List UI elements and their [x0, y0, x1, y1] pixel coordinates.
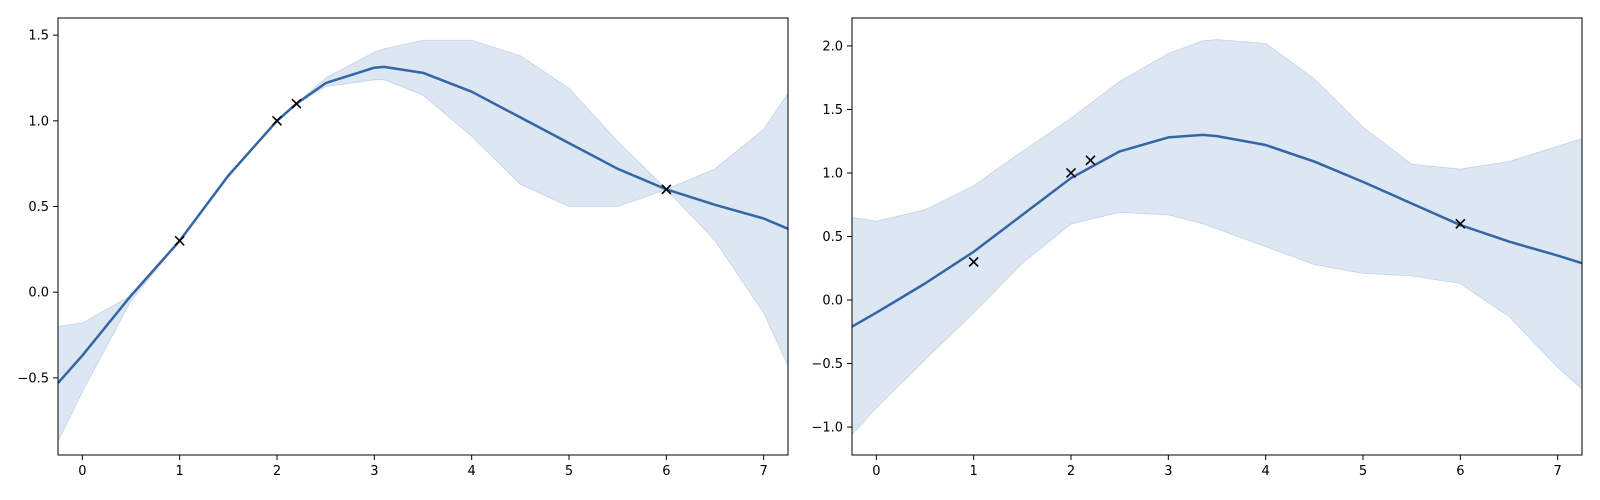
- y-tick-label: 0.5: [28, 200, 49, 215]
- chart-panel-2: 0 1 2 3 4 5 6 7 −1.0 −0.5 0.0 0.5 1.0 1.5 2.0: [811, 17, 1583, 479]
- y-tick-label: 1.0: [28, 114, 49, 129]
- mean-line: [852, 133, 1582, 328]
- x-tick-label: 1: [970, 464, 978, 479]
- y-tick-label: 1.0: [822, 166, 843, 181]
- x-tick-label: 7: [1554, 464, 1562, 479]
- confidence-band: [852, 39, 1582, 436]
- observation-point-stroke: [1065, 167, 1077, 179]
- observation-point: [661, 184, 672, 195]
- y-tick-label: −1.0: [811, 421, 843, 436]
- observation-point: [1455, 218, 1466, 229]
- x-tick-label: 3: [1164, 464, 1172, 479]
- observation-point: [291, 98, 302, 109]
- x-tick-label: 6: [662, 464, 670, 479]
- y-tick-label: 0.0: [28, 286, 49, 301]
- x-tick-label: 5: [1359, 464, 1367, 479]
- x-tick-label: 0: [872, 464, 880, 479]
- observation-point: [968, 256, 979, 267]
- y-tick-label: 1.5: [28, 29, 49, 44]
- observation-point-stroke: [174, 235, 185, 246]
- x-tick-label: 4: [468, 464, 476, 479]
- chart-panel-1: 0 1 2 3 4 5 6 7 −0.5 0.0 0.5 1.0 1.5: [17, 17, 789, 479]
- plot-area: [852, 39, 1582, 436]
- x-tick-label: 0: [78, 464, 86, 479]
- x-tick-label: 5: [565, 464, 573, 479]
- observation-point: [1065, 167, 1077, 179]
- x-tick-label: 1: [176, 464, 184, 479]
- observation-point-stroke: [968, 256, 979, 267]
- x-tick-label: 2: [273, 464, 281, 479]
- mean-line: [58, 65, 788, 384]
- x-tick-label: 7: [760, 464, 768, 479]
- y-tick-label: 2.0: [822, 39, 843, 54]
- y-tick-label: −0.5: [17, 371, 49, 386]
- confidence-band: [58, 39, 788, 442]
- plot-area: [58, 39, 788, 442]
- observation-point-stroke: [271, 115, 283, 126]
- observation-point: [271, 115, 283, 126]
- axes-frame: [57, 17, 789, 456]
- y-tick-label: 1.5: [822, 103, 843, 118]
- observation-point: [1085, 155, 1096, 166]
- observation-point: [174, 235, 185, 246]
- observation-point-stroke: [1085, 155, 1096, 166]
- x-tick-label: 4: [1262, 464, 1270, 479]
- observation-point-stroke: [661, 184, 672, 195]
- x-tick-label: 2: [1067, 464, 1075, 479]
- observation-point-stroke: [291, 98, 302, 109]
- y-tick-label: 0.0: [822, 294, 843, 309]
- x-tick-label: 3: [370, 464, 378, 479]
- observation-point-stroke: [1455, 218, 1466, 229]
- x-tick-label: 6: [1456, 464, 1464, 479]
- y-tick-label: −0.5: [811, 357, 843, 372]
- y-tick-label: 0.5: [822, 230, 843, 245]
